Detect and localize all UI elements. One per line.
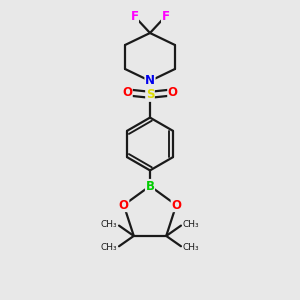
- Text: CH₃: CH₃: [183, 220, 200, 229]
- Text: B: B: [146, 179, 154, 193]
- Text: CH₃: CH₃: [183, 243, 200, 252]
- Text: F: F: [130, 10, 138, 23]
- Text: O: O: [168, 86, 178, 99]
- Text: CH₃: CH₃: [100, 243, 117, 252]
- Text: O: O: [119, 199, 129, 212]
- Text: CH₃: CH₃: [100, 220, 117, 229]
- Text: S: S: [146, 88, 154, 101]
- Text: N: N: [145, 74, 155, 88]
- Text: O: O: [122, 86, 132, 99]
- Text: O: O: [171, 199, 181, 212]
- Text: F: F: [162, 10, 170, 23]
